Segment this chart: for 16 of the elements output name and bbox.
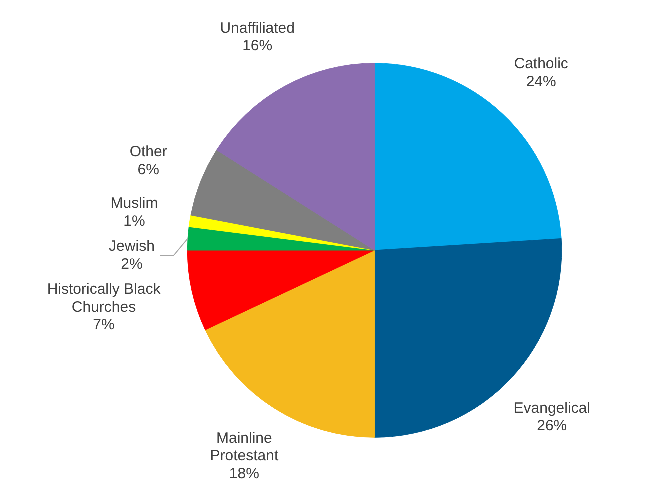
data-label: 24% (526, 73, 556, 90)
data-label: 26% (537, 418, 568, 435)
data-label: 1% (124, 212, 146, 230)
data-label: 16% (242, 38, 273, 55)
slice-label: Other (130, 143, 168, 160)
slice-label: Mainline Protestant (210, 430, 280, 465)
slice-label: Unaffiliated (220, 20, 295, 37)
data-label: 7% (93, 316, 115, 334)
slice-label: Jewish (109, 238, 155, 256)
slice-label: Catholic (514, 56, 569, 73)
data-label: 2% (121, 256, 143, 273)
data-label: 18% (229, 465, 260, 482)
slice-label: Evangelical (514, 400, 590, 417)
slice-label: Muslim (110, 195, 158, 212)
data-label: 6% (138, 161, 160, 178)
slice-label: Historically Black Churches (47, 281, 162, 316)
